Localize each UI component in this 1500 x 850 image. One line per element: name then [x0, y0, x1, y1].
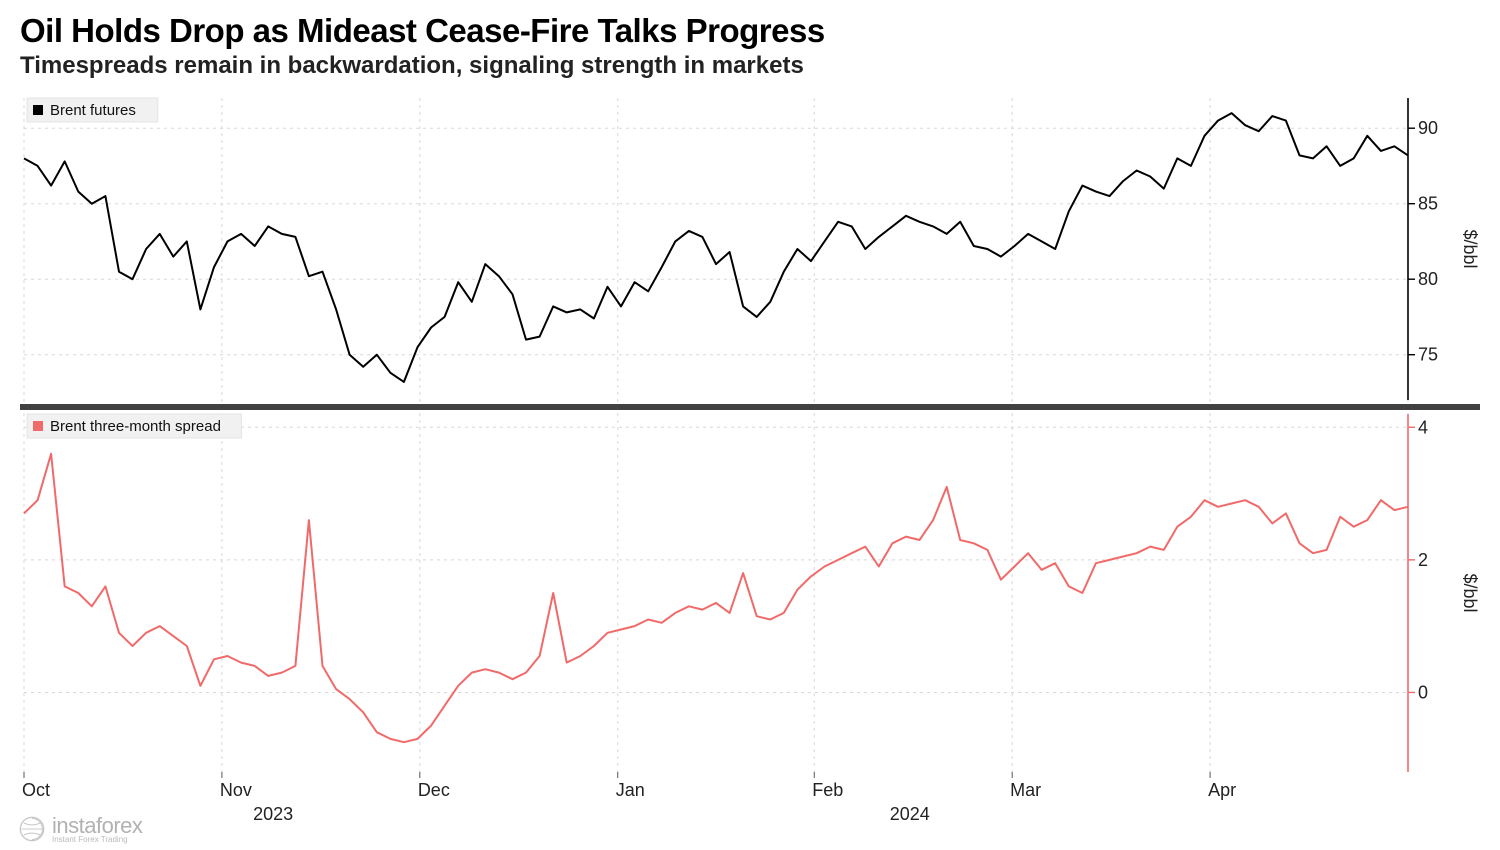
svg-text:2023: 2023 [253, 804, 293, 824]
svg-text:Feb: Feb [812, 780, 843, 800]
watermark-icon [18, 815, 46, 843]
svg-text:2: 2 [1418, 550, 1428, 570]
page-title: Oil Holds Drop as Mideast Cease-Fire Tal… [20, 12, 1480, 50]
svg-text:Nov: Nov [220, 780, 252, 800]
svg-text:Apr: Apr [1208, 780, 1236, 800]
svg-text:4: 4 [1418, 417, 1428, 437]
chart-svg: 75 80 85 90 $/bbl Brent futures 0 2 4 $/bbl Brent … [20, 92, 1480, 832]
svg-text:Brent futures: Brent futures [50, 102, 136, 119]
svg-text:2024: 2024 [890, 804, 930, 824]
svg-text:80: 80 [1418, 269, 1438, 289]
svg-text:Dec: Dec [418, 780, 450, 800]
svg-text:$/bbl: $/bbl [1460, 573, 1480, 612]
svg-text:90: 90 [1418, 118, 1438, 138]
svg-text:$/bbl: $/bbl [1460, 229, 1480, 268]
svg-text:Jan: Jan [616, 780, 645, 800]
svg-text:0: 0 [1418, 682, 1428, 702]
page-subtitle: Timespreads remain in backwardation, sig… [20, 52, 1480, 80]
svg-text:85: 85 [1418, 194, 1438, 214]
svg-text:75: 75 [1418, 345, 1438, 365]
svg-text:Brent three-month spread: Brent three-month spread [50, 418, 221, 435]
svg-text:Mar: Mar [1010, 780, 1041, 800]
svg-text:Oct: Oct [22, 780, 50, 800]
chart-container: 75 80 85 90 $/bbl Brent futures 0 2 4 $/bbl Brent … [20, 92, 1480, 832]
watermark: instaforex Instant Forex Trading [18, 813, 142, 844]
